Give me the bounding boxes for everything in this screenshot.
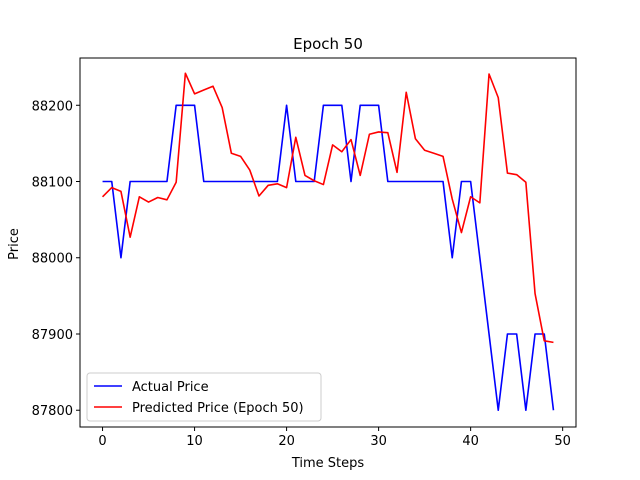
plot-area [80,58,576,427]
y-tick-label: 87800 [32,404,73,419]
x-tick-label: 20 [278,434,295,449]
series-line-predicted-price [101,72,554,344]
x-axis: 0 10 20 30 40 50 [98,427,571,449]
series-line-actual-price [102,104,555,412]
x-axis-label: Time Steps [291,456,365,471]
y-axis-label: Price [7,228,22,260]
y-tick-label: 88200 [32,99,73,114]
y-tick-label: 88100 [32,176,73,191]
legend-entry-label: Predicted Price (Epoch 50) [132,401,304,416]
chart-title: Epoch 50 [293,35,363,53]
legend-box [86,372,322,422]
legend-entry-label: Actual Price [132,380,209,395]
y-tick-label: 87900 [32,328,73,343]
x-tick-label: 50 [554,434,571,449]
y-axis: 87800 87900 88000 88100 88200 [32,99,80,419]
x-tick-label: 10 [186,434,203,449]
legend: Actual Price Predicted Price (Epoch 50) [86,372,322,422]
series-lines [101,72,555,412]
y-tick-label: 88000 [32,252,73,267]
x-tick-label: 30 [370,434,387,449]
plot-background [80,58,576,427]
x-tick-label: 40 [462,434,479,449]
x-tick-label: 0 [98,434,106,449]
plot-frame [79,57,577,428]
